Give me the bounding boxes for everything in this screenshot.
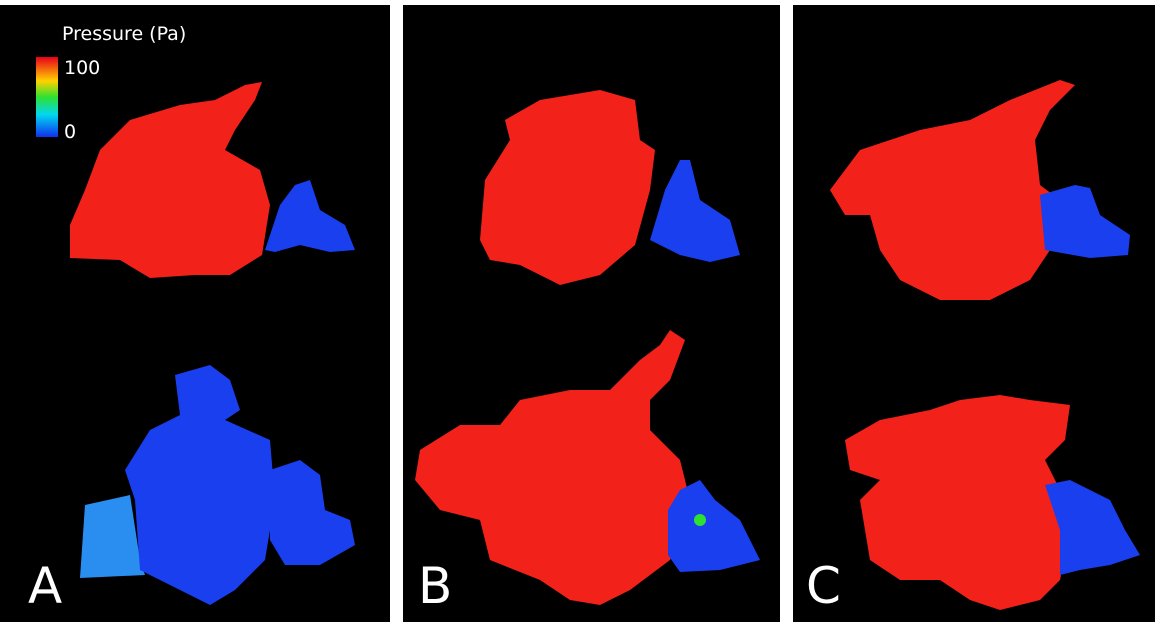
colorbar-min: 0 (64, 121, 76, 143)
green-spot (694, 514, 706, 526)
colorbar (36, 57, 58, 137)
panel-label: C (806, 557, 841, 615)
colorbar-title: Pressure (Pa) (62, 23, 186, 45)
panel-label: B (418, 557, 452, 615)
colorbar-max: 100 (64, 57, 100, 79)
figure: Pressure (Pa) 100 0 A B C (0, 0, 1155, 622)
panel-label: A (28, 557, 62, 615)
